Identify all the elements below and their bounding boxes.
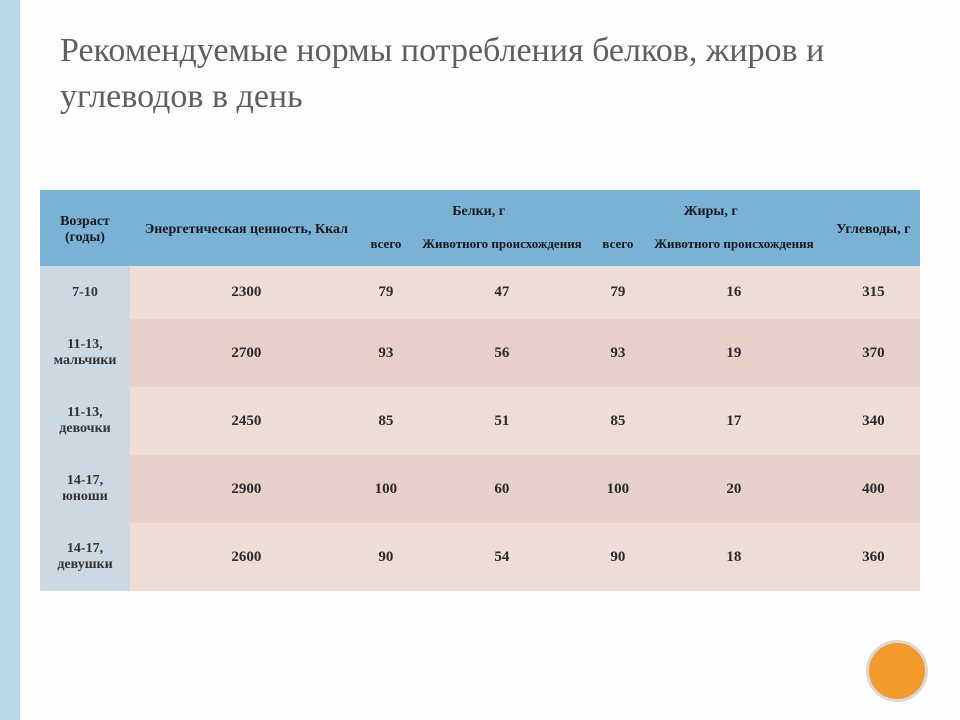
cell-energy: 2600 — [130, 523, 363, 591]
nutrition-table: Возраст (годы) Энергетическая ценность, … — [40, 190, 920, 591]
cell-energy: 2900 — [130, 455, 363, 523]
cell-prot-a: 56 — [409, 319, 595, 387]
cell-fat-a: 20 — [641, 455, 827, 523]
col-protein-animal: Животного происхождения — [409, 230, 595, 266]
row-age: 14-17, юноши — [40, 455, 130, 523]
col-protein-total: всего — [363, 230, 409, 266]
cell-energy: 2700 — [130, 319, 363, 387]
nutrition-table-wrap: Возраст (годы) Энергетическая ценность, … — [40, 190, 920, 591]
cell-prot-a: 51 — [409, 387, 595, 455]
header-row-groups: Возраст (годы) Энергетическая ценность, … — [40, 190, 920, 230]
cell-fat-t: 100 — [595, 455, 641, 523]
decorative-circle-icon — [866, 640, 928, 702]
cell-fat-t: 85 — [595, 387, 641, 455]
cell-fat-a: 17 — [641, 387, 827, 455]
cell-energy: 2300 — [130, 266, 363, 319]
table-header: Возраст (годы) Энергетическая ценность, … — [40, 190, 920, 266]
cell-prot-t: 90 — [363, 523, 409, 591]
cell-carb: 315 — [827, 266, 920, 319]
col-carbs: Углеводы, г — [827, 190, 920, 266]
cell-fat-a: 16 — [641, 266, 827, 319]
row-age: 11-13, девочки — [40, 387, 130, 455]
row-age: 7-10 — [40, 266, 130, 319]
cell-prot-a: 60 — [409, 455, 595, 523]
col-age: Возраст (годы) — [40, 190, 130, 266]
cell-prot-a: 47 — [409, 266, 595, 319]
col-fat-total: всего — [595, 230, 641, 266]
cell-fat-a: 19 — [641, 319, 827, 387]
cell-carb: 360 — [827, 523, 920, 591]
table-row: 11-13, мальчики 2700 93 56 93 19 370 — [40, 319, 920, 387]
col-protein-group: Белки, г — [363, 190, 595, 230]
accent-bar — [0, 0, 20, 720]
table-row: 14-17, девушки 2600 90 54 90 18 360 — [40, 523, 920, 591]
cell-carb: 340 — [827, 387, 920, 455]
cell-fat-t: 93 — [595, 319, 641, 387]
page-title: Рекомендуемые нормы потребления белков, … — [60, 28, 900, 120]
table-row: 7-10 2300 79 47 79 16 315 — [40, 266, 920, 319]
cell-fat-t: 90 — [595, 523, 641, 591]
table-row: 14-17, юноши 2900 100 60 100 20 400 — [40, 455, 920, 523]
table-body: 7-10 2300 79 47 79 16 315 11-13, мальчик… — [40, 266, 920, 591]
col-fat-group: Жиры, г — [595, 190, 827, 230]
row-age: 11-13, мальчики — [40, 319, 130, 387]
table-row: 11-13, девочки 2450 85 51 85 17 340 — [40, 387, 920, 455]
cell-fat-t: 79 — [595, 266, 641, 319]
cell-carb: 400 — [827, 455, 920, 523]
slide: Рекомендуемые нормы потребления белков, … — [0, 0, 960, 720]
cell-energy: 2450 — [130, 387, 363, 455]
cell-prot-t: 85 — [363, 387, 409, 455]
cell-fat-a: 18 — [641, 523, 827, 591]
row-age: 14-17, девушки — [40, 523, 130, 591]
cell-prot-t: 79 — [363, 266, 409, 319]
col-fat-animal: Животного происхождения — [641, 230, 827, 266]
cell-prot-a: 54 — [409, 523, 595, 591]
cell-prot-t: 100 — [363, 455, 409, 523]
cell-prot-t: 93 — [363, 319, 409, 387]
cell-carb: 370 — [827, 319, 920, 387]
col-energy: Энергетическая ценность, Ккал — [130, 190, 363, 266]
